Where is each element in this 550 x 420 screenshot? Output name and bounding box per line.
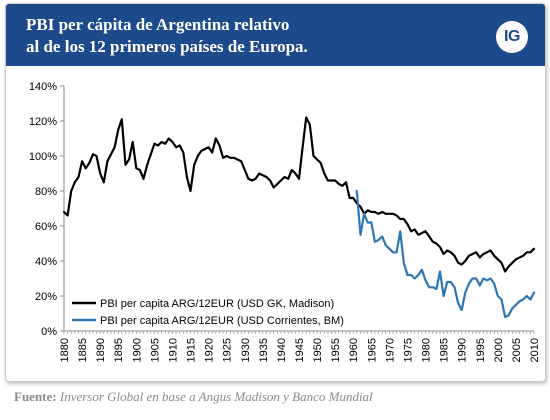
y-tick-label: 100% (29, 151, 57, 163)
x-tick-label: 1945 (294, 338, 306, 362)
x-tick-label: 2000 (493, 338, 505, 362)
x-tick-label: 2005 (511, 338, 523, 362)
legend-entry-1: PBI per capita ARG/12EUR (USD GK, Madiso… (100, 298, 334, 310)
ig-logo: IG (496, 21, 528, 53)
x-tick-label: 1900 (131, 338, 143, 362)
x-tick-label: 1925 (222, 338, 234, 362)
x-tick-label: 1905 (149, 338, 161, 362)
y-tick-label: 40% (35, 256, 57, 268)
y-tick-label: 80% (35, 186, 57, 198)
x-tick-label: 1975 (402, 338, 414, 362)
x-tick-label: 1980 (421, 338, 433, 362)
x-tick-label: 1880 (59, 338, 71, 362)
x-tick-label: 1890 (95, 338, 107, 362)
series-line-2 (355, 189, 536, 319)
x-tick-label: 1940 (276, 338, 288, 362)
x-tick-label: 1930 (240, 338, 252, 362)
x-tick-label: 1960 (348, 338, 360, 362)
y-tick-label: 60% (35, 221, 57, 233)
source-label: Fuente: (14, 389, 57, 404)
y-tick-label: 120% (29, 116, 57, 128)
x-tick-label: 1985 (439, 338, 451, 362)
series-line-1 (62, 116, 536, 273)
y-tick-label: 20% (35, 291, 57, 303)
x-tick-label: 1955 (330, 338, 342, 362)
x-tick-label: 1995 (475, 338, 487, 362)
x-tick-label: 1885 (77, 338, 89, 362)
source-text: Inversor Global en base a Angus Madison … (59, 389, 373, 404)
x-tick-label: 1915 (186, 338, 198, 362)
x-tick-label: 1895 (113, 338, 125, 362)
x-tick-label: 1950 (312, 338, 324, 362)
source-note: Fuente: Inversor Global en base a Angus … (14, 389, 373, 405)
y-tick-label: 0% (41, 326, 57, 338)
x-tick-label: 1910 (167, 338, 179, 362)
x-tick-label: 1990 (457, 338, 469, 362)
x-tick-label: 1965 (366, 338, 378, 362)
x-tick-label: 2010 (529, 338, 541, 362)
x-tick-label: 1935 (258, 338, 270, 362)
y-tick-label: 140% (29, 81, 57, 93)
x-tick-label: 1920 (204, 338, 216, 362)
x-tick-label: 1970 (384, 338, 396, 362)
title-banner: PBI per cápita de Argentina relativo al … (6, 4, 545, 66)
chart-title: PBI per cápita de Argentina relativo al … (26, 15, 308, 56)
legend-entry-2: PBI per capita ARG/12EUR (USD Corrientes… (100, 315, 344, 327)
